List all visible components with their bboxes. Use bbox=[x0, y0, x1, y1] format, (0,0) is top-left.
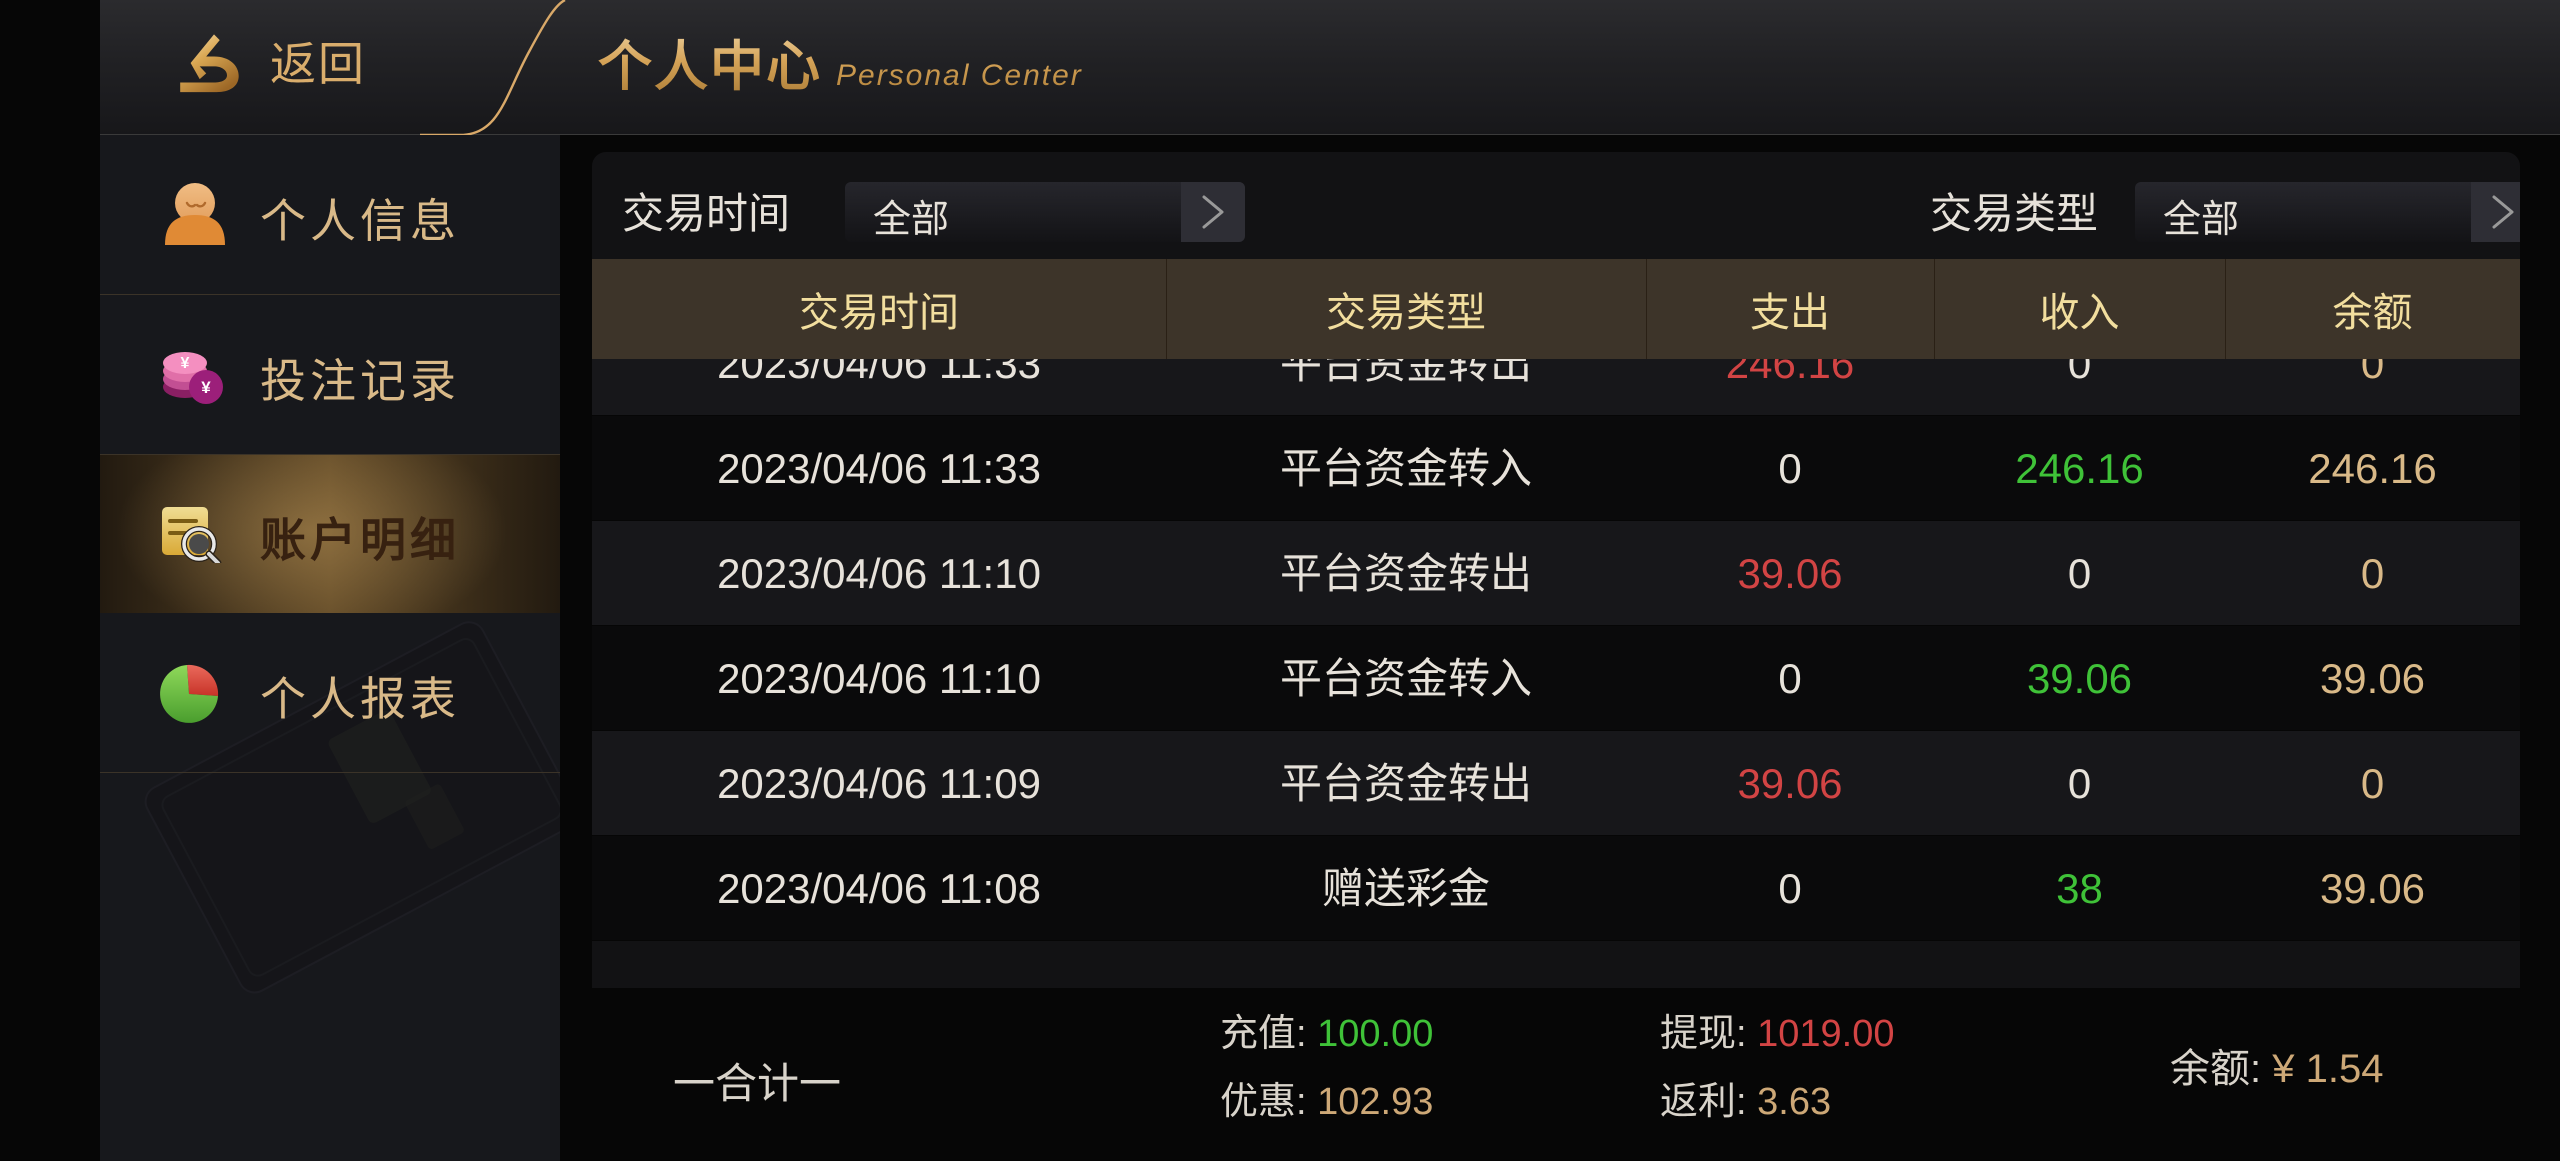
svg-text:¥: ¥ bbox=[201, 378, 211, 397]
svg-text:¥: ¥ bbox=[181, 355, 190, 372]
